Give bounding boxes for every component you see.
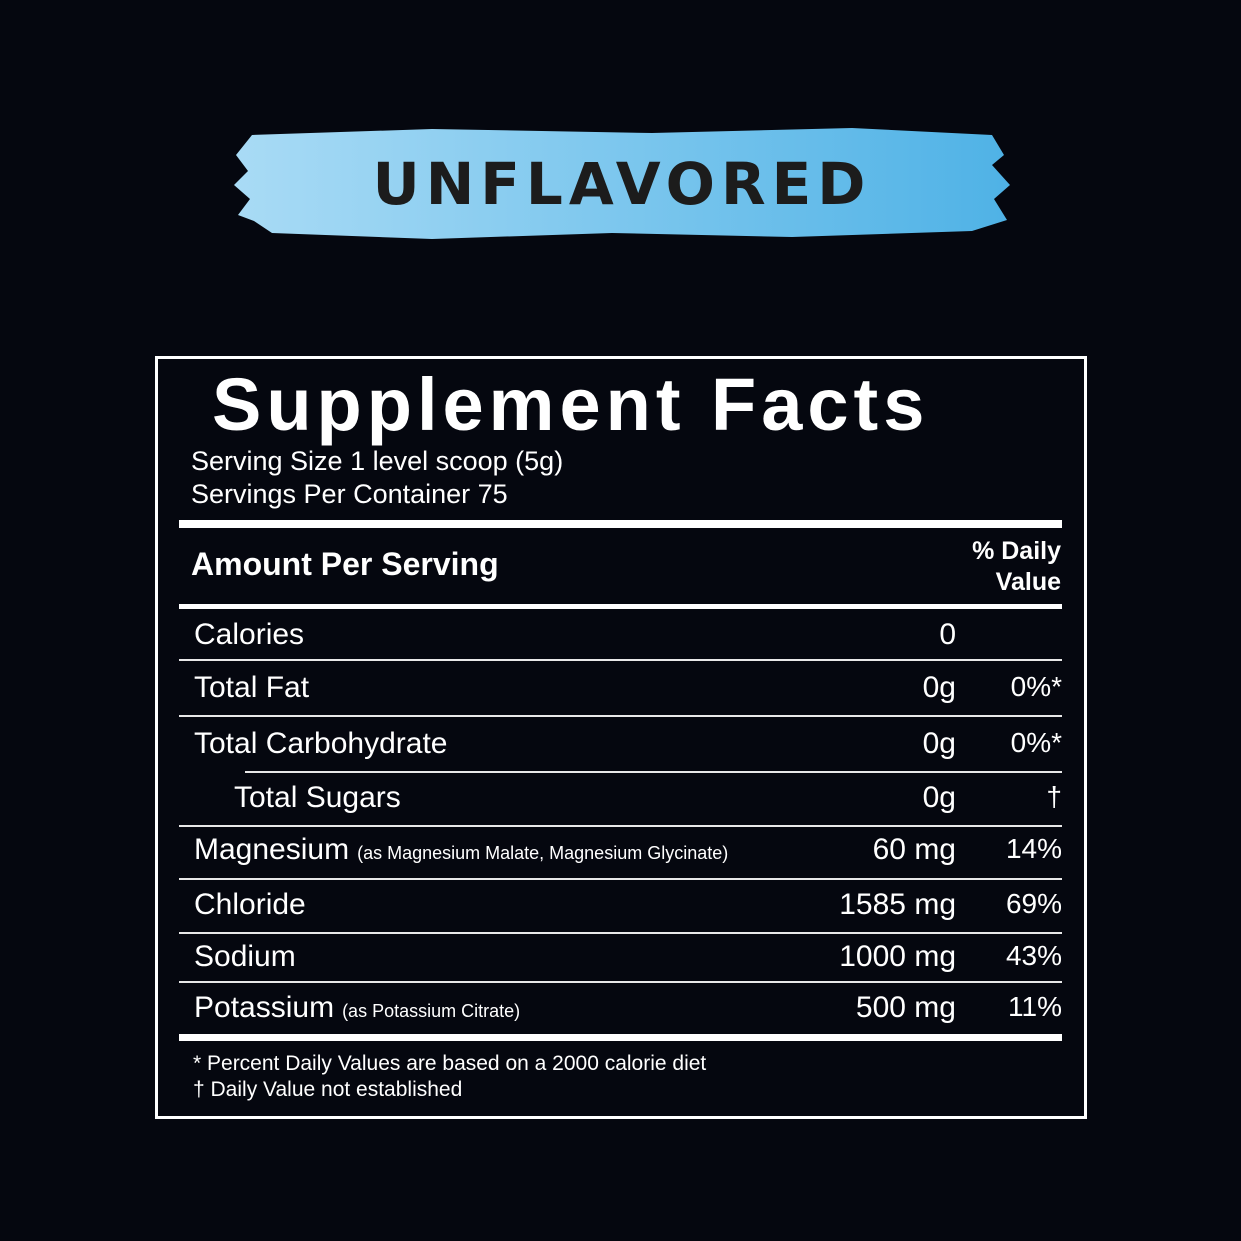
nutrient-label: Potassium	[194, 991, 335, 1024]
nutrient-amount: 1000 mg	[839, 940, 956, 973]
nutrient-amount: 0g	[922, 727, 956, 760]
nutrient-label: Magnesium	[194, 833, 350, 866]
row-divider	[179, 659, 1062, 661]
nutrient-daily-value: 0%*	[1010, 727, 1062, 758]
medium-divider	[179, 604, 1062, 609]
nutrient-name: Total Fat	[194, 671, 309, 705]
row-divider	[245, 771, 1062, 773]
nutrient-name: Sodium	[194, 940, 296, 974]
nutrient-amount: 1585 mg	[839, 888, 956, 921]
nutrient-name: Magnesium (as Magnesium Malate, Magnesium…	[194, 833, 728, 867]
row-divider	[179, 825, 1062, 827]
nutrient-name: Total Carbohydrate	[194, 727, 447, 761]
thick-divider	[179, 520, 1062, 528]
nutrient-label: Total Carbohydrate	[194, 727, 448, 760]
nutrient-daily-value: 43%	[1005, 940, 1062, 971]
nutrient-name: Total Sugars	[234, 781, 401, 815]
nutrient-amount: 60 mg	[872, 833, 956, 866]
supplement-facts-panel	[155, 356, 1087, 1119]
footnote-daily-values: * Percent Daily Values are based on a 20…	[193, 1052, 707, 1075]
facts-title: Supplement Facts	[212, 363, 930, 446]
row-divider	[179, 715, 1062, 717]
daily-value-header: % Daily Value	[940, 536, 1061, 598]
nutrient-row: Sodium 1000 mg 43%	[194, 940, 1062, 980]
nutrient-daily-value: 0%*	[1010, 671, 1062, 702]
nutrient-source-note: (as Potassium Citrate)	[342, 1001, 521, 1021]
daily-value-header-line2: Value	[995, 568, 1061, 596]
nutrient-label: Total Fat	[194, 671, 310, 704]
nutrient-row: Total Sugars 0g †	[234, 781, 1062, 821]
footnote-not-established: † Daily Value not established	[193, 1078, 463, 1101]
servings-per-container: Servings Per Container 75	[191, 479, 508, 509]
row-divider	[179, 932, 1062, 934]
nutrient-amount: 0	[939, 618, 956, 651]
nutrient-row: Total Carbohydrate 0g 0%*	[194, 727, 1062, 767]
nutrient-daily-value: 69%	[1005, 888, 1062, 919]
nutrient-name: Calories	[194, 618, 304, 652]
nutrient-label: Chloride	[194, 888, 306, 921]
nutrient-label: Sodium	[194, 940, 296, 973]
thick-divider-bottom	[179, 1034, 1062, 1041]
daily-value-header-line1: % Daily	[972, 537, 1061, 565]
nutrient-row: Chloride 1585 mg 69%	[194, 888, 1062, 928]
row-divider	[179, 981, 1062, 983]
nutrient-daily-value: 14%	[1005, 833, 1062, 864]
nutrient-amount: 0g	[922, 671, 956, 704]
nutrient-label: Total Sugars	[234, 781, 401, 814]
nutrient-daily-value: †	[1046, 781, 1062, 812]
flavor-label: UNFLAVORED	[372, 150, 872, 218]
serving-size: Serving Size 1 level scoop (5g)	[191, 446, 564, 476]
nutrient-source-note: (as Magnesium Malate, Magnesium Glycinat…	[357, 843, 729, 863]
row-divider	[179, 878, 1062, 880]
nutrient-row: Potassium (as Potassium Citrate) 500 mg 1…	[194, 991, 1062, 1031]
nutrient-row: Magnesium (as Magnesium Malate, Magnesium…	[194, 833, 1062, 873]
brush-stroke-banner	[234, 128, 1010, 239]
nutrient-row: Calories 0	[194, 618, 1062, 658]
amount-per-serving-header: Amount Per Serving	[191, 546, 499, 582]
nutrient-label: Calories	[194, 618, 305, 651]
nutrient-daily-value: 11%	[1008, 991, 1062, 1022]
nutrient-name: Chloride	[194, 888, 306, 922]
nutrient-amount: 0g	[922, 781, 956, 814]
nutrient-row: Total Fat 0g 0%*	[194, 671, 1062, 711]
nutrient-amount: 500 mg	[855, 991, 956, 1024]
nutrient-name: Potassium (as Potassium Citrate)	[194, 991, 520, 1025]
